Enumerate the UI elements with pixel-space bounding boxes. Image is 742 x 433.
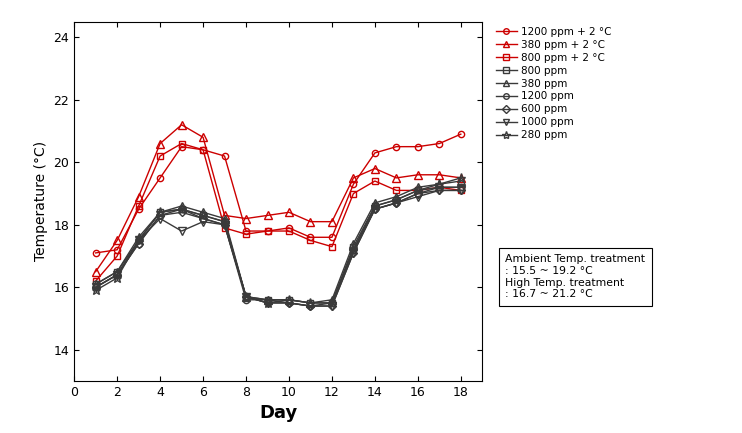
Y-axis label: Temperature (°C): Temperature (°C): [34, 141, 48, 262]
Legend: 1200 ppm + 2 °C, 380 ppm + 2 °C, 800 ppm + 2 °C, 800 ppm, 380 ppm, 1200 ppm, 600: 1200 ppm + 2 °C, 380 ppm + 2 °C, 800 ppm…: [496, 27, 611, 140]
X-axis label: Day: Day: [259, 404, 298, 423]
Text: Ambient Temp. treatment
: 15.5 ~ 19.2 °C
High Temp. treatment
: 16.7 ~ 21.2 °C: Ambient Temp. treatment : 15.5 ~ 19.2 °C…: [505, 254, 646, 299]
